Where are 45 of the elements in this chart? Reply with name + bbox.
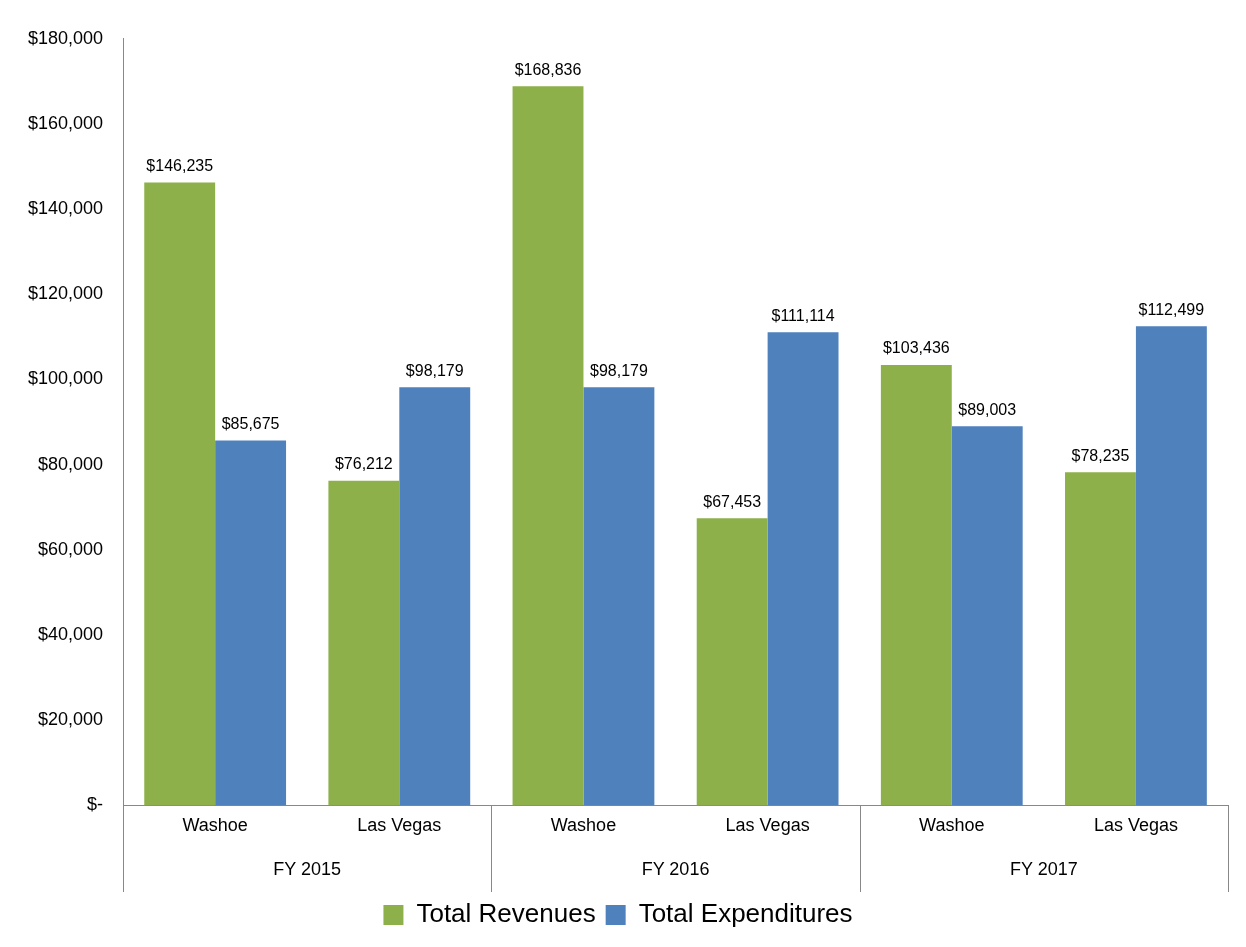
x-tick-label: Las Vegas [1093,815,1178,836]
bar [880,364,952,806]
text: FY 2015 [273,858,342,879]
y-tick-label: $120,000 [28,283,104,304]
data-label: $78,235 [1071,446,1130,464]
data-label: $111,114 [771,306,835,324]
y-tick-label: $80,000 [38,453,104,474]
data-label: $168,836 [514,60,582,78]
y-tick-label: $40,000 [38,624,104,645]
data-label: $76,212 [334,455,393,473]
bar [399,387,471,806]
y-tick-label: $- [87,794,104,815]
data-label: $85,675 [221,414,280,432]
data-label: $98,179 [589,361,648,379]
x-tick-label: Las Vegas [357,815,442,836]
text: FY 2017 [1009,858,1078,879]
y-tick-label: $60,000 [38,538,104,559]
data-label: $89,003 [958,400,1017,418]
legend-label: Total Revenues [416,898,596,929]
x-tick-label: Washoe [550,815,617,836]
data-label: $112,499 [1138,300,1205,318]
y-tick-label: $180,000 [28,27,104,48]
bar [583,387,655,806]
data-label: $67,453 [703,492,762,510]
legend-label: Total Expenditures [638,898,853,929]
x-tick-label: Washoe [182,815,248,836]
bar [1065,472,1136,806]
bar [512,86,584,806]
y-tick-label: $100,000 [28,368,104,389]
bar [215,440,287,806]
data-label: $103,436 [882,339,950,357]
bar [328,480,400,806]
x-tick-label: Washoe [919,815,985,836]
data-label: $146,235 [146,157,214,175]
y-tick-label: $160,000 [28,112,104,133]
y-tick-label: $20,000 [38,709,104,730]
bar [144,182,216,806]
bar [696,518,768,806]
x-tick-label: Las Vegas [725,815,810,836]
bar [1135,326,1207,806]
bar [951,426,1023,806]
bar [767,332,839,806]
y-tick-label: $140,000 [28,198,104,219]
data-label: $98,179 [405,361,464,379]
text: FY 2016 [641,858,710,879]
